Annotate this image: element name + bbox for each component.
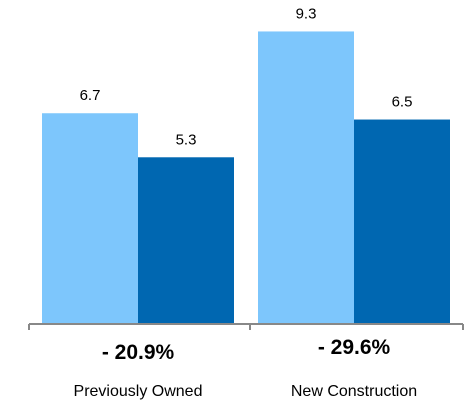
change-label-1: - 20.9% xyxy=(102,341,175,364)
data-label-s2-2: 6.5 xyxy=(392,94,413,111)
bar-s2-2 xyxy=(354,119,450,324)
category-labels-group: Previously Owned New Construction xyxy=(74,383,418,400)
category-label-2: New Construction xyxy=(291,383,417,400)
bar-s1-2 xyxy=(258,31,354,325)
data-label-s1-1: 6.7 xyxy=(80,87,101,104)
bar-s1-1 xyxy=(42,113,138,324)
data-label-s1-2: 9.3 xyxy=(296,5,317,22)
x-axis xyxy=(28,323,464,330)
value-labels-group: 6.7 9.3 5.3 6.5 xyxy=(80,5,413,148)
category-label-1: Previously Owned xyxy=(74,383,203,400)
data-label-s2-1: 5.3 xyxy=(176,131,197,148)
bar-s2-1 xyxy=(138,157,234,324)
change-labels-group: - 20.9% - 29.6% xyxy=(102,336,391,364)
bars-group xyxy=(42,31,450,325)
change-label-2: - 29.6% xyxy=(318,336,391,359)
